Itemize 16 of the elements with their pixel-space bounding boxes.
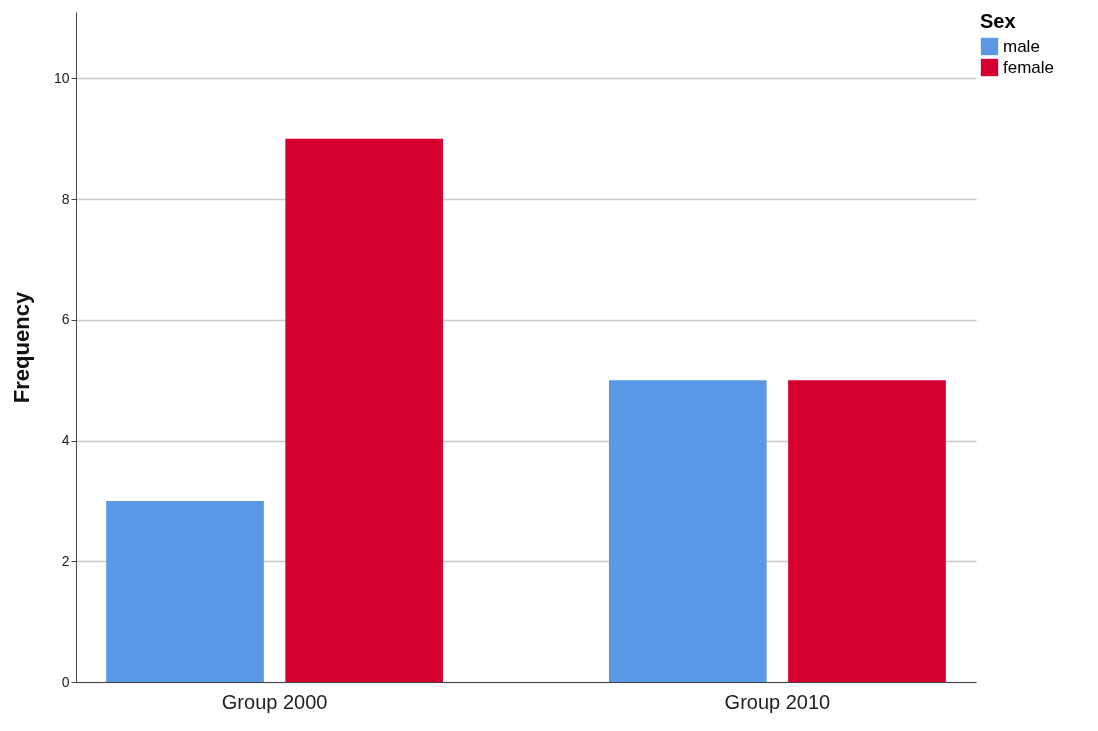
bar: [285, 138, 444, 682]
legend-label: male: [1003, 36, 1040, 56]
bar: [788, 380, 946, 682]
y-axis-title: Frequency: [8, 291, 34, 404]
y-tick-label: 6: [61, 311, 70, 328]
x-tick-label: Group 2010: [724, 690, 831, 713]
x-tick-label: Group 2000: [221, 690, 328, 713]
y-tick-label: 0: [61, 673, 70, 690]
y-tick-label: 2: [61, 552, 70, 569]
y-tick-label: 8: [61, 190, 70, 207]
y-tick-label: 10: [53, 69, 70, 86]
bar: [106, 500, 264, 682]
legend-title: Sex: [980, 10, 1016, 32]
y-tick-label: 4: [61, 432, 70, 449]
bar: [608, 380, 767, 682]
legend-label: female: [1003, 57, 1055, 77]
